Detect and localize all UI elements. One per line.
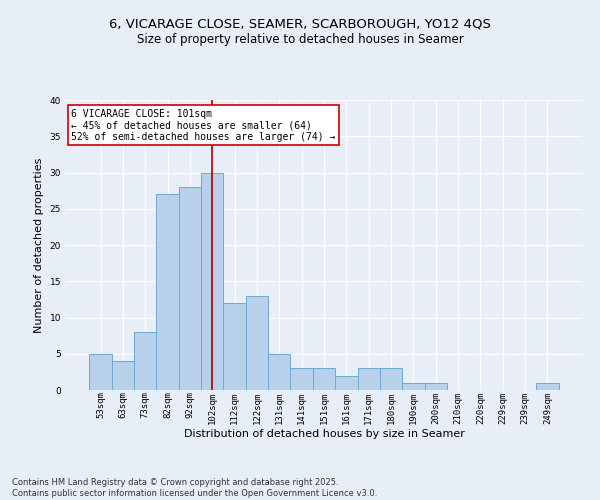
Bar (268, 354, 290, 390)
Bar (223, 303, 246, 390)
Text: Contains HM Land Registry data © Crown copyright and database right 2025.
Contai: Contains HM Land Registry data © Crown c… (12, 478, 377, 498)
Text: Size of property relative to detached houses in Seamer: Size of property relative to detached ho… (137, 32, 463, 46)
Bar (402, 383, 425, 390)
X-axis label: Distribution of detached houses by size in Seamer: Distribution of detached houses by size … (184, 429, 464, 439)
Bar (313, 368, 335, 390)
Y-axis label: Number of detached properties: Number of detached properties (34, 158, 44, 332)
Text: 6, VICARAGE CLOSE, SEAMER, SCARBOROUGH, YO12 4QS: 6, VICARAGE CLOSE, SEAMER, SCARBOROUGH, … (109, 18, 491, 30)
Bar (201, 172, 223, 390)
Bar (425, 383, 447, 390)
Bar (89, 354, 112, 390)
Bar (246, 296, 268, 390)
Bar (380, 368, 402, 390)
Bar (112, 361, 134, 390)
Bar (358, 368, 380, 390)
Bar (157, 194, 179, 390)
Bar (134, 332, 157, 390)
Bar (290, 368, 313, 390)
Text: 6 VICARAGE CLOSE: 101sqm
← 45% of detached houses are smaller (64)
52% of semi-d: 6 VICARAGE CLOSE: 101sqm ← 45% of detach… (71, 108, 335, 142)
Bar (536, 383, 559, 390)
Bar (179, 187, 201, 390)
Bar (335, 376, 358, 390)
